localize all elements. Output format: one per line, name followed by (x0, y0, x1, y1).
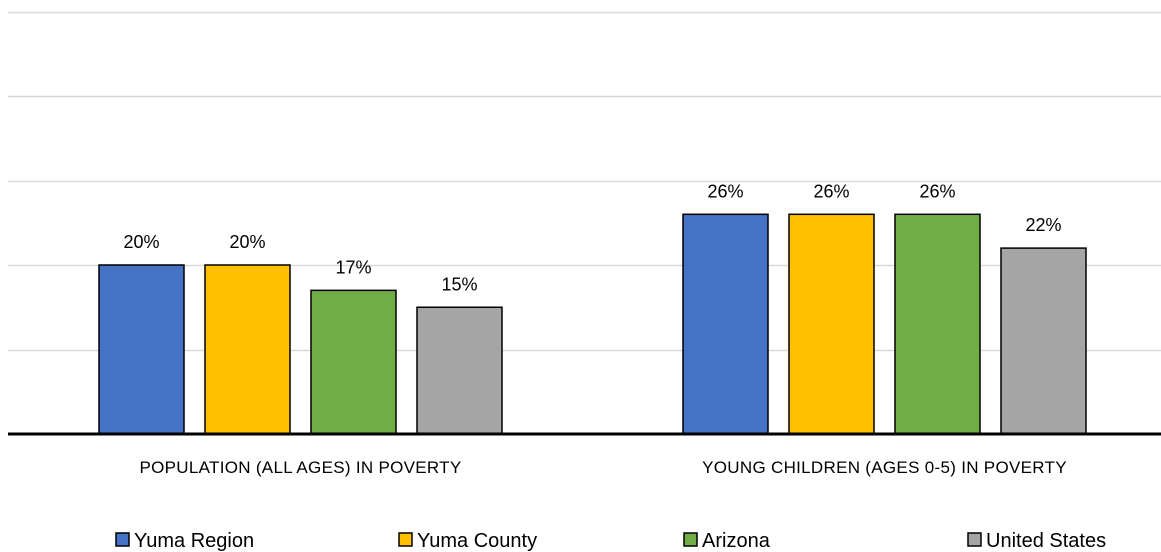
legend-label-arizona: Arizona (702, 530, 771, 552)
legend-label-yuma-county: Yuma County (417, 530, 537, 552)
legend-label-united-states: United States (986, 530, 1106, 552)
bars (98, 213, 1087, 435)
data-label-arizona-1: 17% (335, 257, 371, 277)
bar-yuma-county-1 (204, 264, 291, 435)
bar-arizona-1 (310, 289, 397, 435)
bar-yuma-region-2 (682, 213, 769, 435)
legend-label-yuma-region: Yuma Region (134, 530, 254, 552)
bar-united-states-1 (416, 306, 503, 435)
bar-yuma-county-2 (788, 213, 875, 435)
category-label-1: POPULATION (ALL AGES) IN POVERTY (140, 458, 462, 477)
data-label-united-states-2: 22% (1025, 215, 1061, 235)
data-label-yuma-region-2: 26% (707, 181, 743, 201)
bar-united-states-2 (1000, 247, 1087, 435)
category-labels: POPULATION (ALL AGES) IN POVERTY YOUNG CH… (140, 458, 1067, 477)
bar-yuma-region-1 (98, 264, 185, 435)
data-labels: 20% 20% 17% 15% 26% 26% 26% 22% (123, 181, 1061, 294)
data-label-united-states-1: 15% (441, 274, 477, 294)
legend-swatch-yuma-region (115, 532, 130, 547)
legend-swatch-united-states (967, 532, 982, 547)
legend-swatch-yuma-county (398, 532, 413, 547)
data-label-arizona-2: 26% (919, 181, 955, 201)
data-label-yuma-county-1: 20% (229, 232, 265, 252)
bar-arizona-2 (894, 213, 981, 435)
category-label-2: YOUNG CHILDREN (AGES 0-5) IN POVERTY (702, 458, 1067, 477)
legend-swatch-arizona (683, 532, 698, 547)
legend: Yuma Region Yuma County Arizona United Stat… (115, 530, 1106, 552)
data-label-yuma-county-2: 26% (813, 181, 849, 201)
data-label-yuma-region-1: 20% (123, 232, 159, 252)
